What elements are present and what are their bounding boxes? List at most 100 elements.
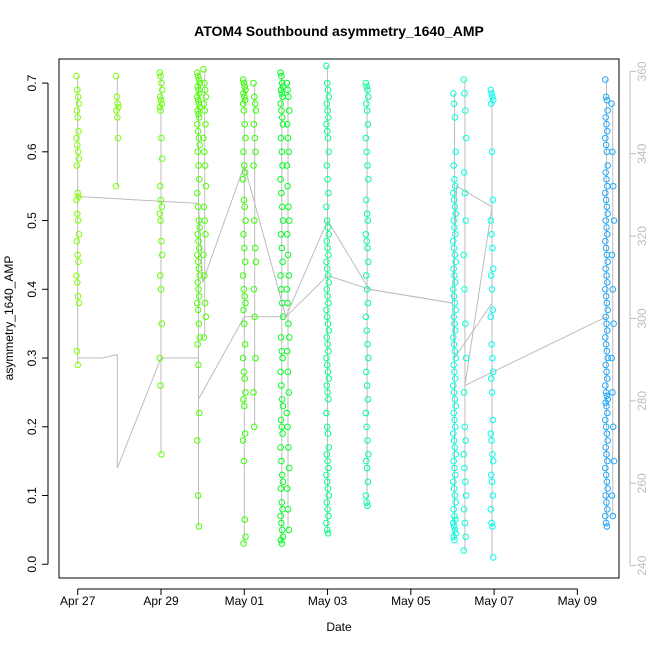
data-point [158,251,166,259]
data-point [196,334,203,341]
data-point [241,375,248,382]
data-point [279,313,287,321]
y2-tick-label: 280 [635,391,649,411]
data-point [324,368,332,376]
data-point [195,523,203,530]
y-tick-label: 0.2 [25,418,39,435]
data-point [610,457,618,465]
data-point [278,79,286,87]
data-point [460,547,468,554]
data-point [74,189,81,197]
data-point [252,107,260,114]
data-point [158,100,166,107]
data-point [250,162,257,169]
data-point [73,72,80,80]
data-point [241,169,249,176]
data-point [239,437,247,444]
data-point [325,114,332,121]
data-point [156,182,164,190]
data-point [250,286,258,293]
data-point [452,471,459,479]
data-point [451,320,458,328]
data-point [285,526,293,534]
data-point [610,217,618,224]
data-point [487,506,495,513]
data-point [450,100,458,107]
data-point [285,320,292,328]
data-point [451,272,458,279]
y2-tick-label: 240 [635,555,649,575]
data-point [603,402,610,410]
data-point [460,76,468,83]
data-point [462,217,470,224]
data-point [460,451,468,458]
data-point [74,217,82,224]
data-point [323,519,330,527]
data-point [604,231,611,238]
x-tick-label: May 09 [558,594,598,608]
data-point [323,203,330,211]
data-point [450,90,457,97]
data-point [277,416,285,424]
data-point [325,148,333,156]
data-point [363,148,371,156]
data-point [487,375,495,382]
data-point [113,107,120,114]
data-point [452,306,460,314]
data-point [277,69,284,76]
data-point [487,100,495,107]
data-point [157,96,165,104]
data-point [604,437,612,444]
data-point [241,162,248,169]
data-point [157,286,165,293]
data-point [240,368,248,376]
y-tick-label: 0.6 [25,143,39,160]
data-point [451,464,458,472]
data-point [323,334,331,341]
data-point [239,272,247,279]
data-point [604,354,612,362]
data-point [196,141,203,149]
data-point [277,536,285,544]
y-tick-label: 0.7 [25,74,39,91]
data-point [489,196,497,204]
data-point [488,286,496,293]
data-point [202,231,209,238]
data-point [603,320,610,328]
data-point [489,306,497,314]
data-point [284,506,292,513]
data-point [285,217,293,224]
data-point [489,523,496,530]
data-point [450,217,458,224]
data-point [277,86,285,94]
data-point [604,306,612,314]
data-point [450,244,458,252]
data-point [194,96,202,104]
data-point [489,244,496,252]
data-point [325,279,333,286]
data-point [363,382,371,389]
data-point [283,485,291,492]
data-point [324,341,331,348]
data-point [609,148,616,156]
data-point [240,396,247,403]
data-point [156,210,164,217]
data-point [450,189,457,197]
data-point [241,244,248,252]
data-point [277,134,285,142]
data-point [158,79,165,87]
data-point [325,444,333,451]
data-point [362,79,370,87]
data-point [325,464,332,472]
data-point [488,341,495,348]
data-point [241,430,249,437]
data-point [488,90,495,97]
data-point [487,86,495,94]
data-point [364,299,372,307]
y-tick-label: 0.1 [25,487,39,504]
data-point [74,141,81,149]
data-point [201,299,209,307]
data-point [114,134,122,142]
